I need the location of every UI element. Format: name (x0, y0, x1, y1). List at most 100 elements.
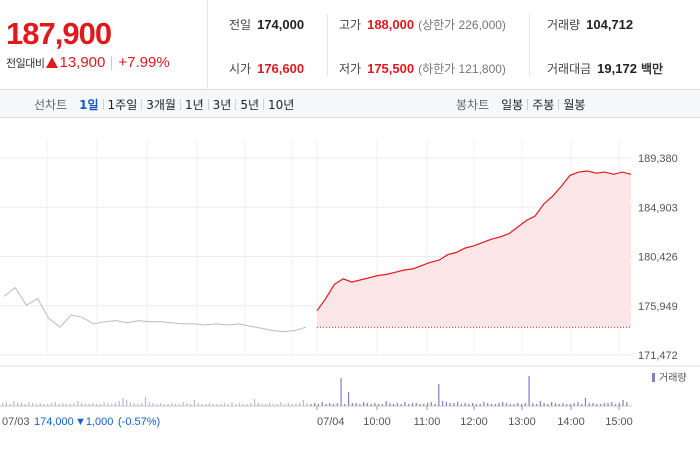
volume-bar (599, 404, 602, 406)
volume-bar (460, 404, 462, 406)
change-row: 전일대비 13,900 +7.99% (6, 54, 170, 71)
volume-bar (535, 404, 538, 406)
volume-bar (528, 376, 530, 406)
volume-bar (144, 397, 147, 406)
tab-1d[interactable]: 1일 (79, 97, 99, 112)
volume-bar (517, 403, 519, 406)
volume-bar (58, 404, 60, 406)
volume-bar (276, 404, 278, 406)
tab-daily-candle[interactable]: 일봉 (501, 97, 524, 112)
volume-bar (310, 404, 312, 406)
line-chart-title: 선차트 (34, 97, 68, 112)
volume-bar (265, 404, 267, 406)
volume-bar (453, 403, 455, 406)
volume-bar (370, 404, 372, 406)
volume-bar (419, 404, 421, 406)
volume-bar (396, 403, 399, 406)
volume-bar (487, 403, 489, 406)
volume-bar (588, 403, 590, 406)
volume-bar (257, 403, 259, 406)
divider (207, 98, 209, 110)
volume-bar (163, 404, 165, 406)
x-tick-label: 10:00 (363, 416, 391, 428)
volume-bar (284, 404, 286, 406)
y-tick-label: 171,472 (638, 350, 678, 362)
volume-bar (231, 402, 233, 406)
volume-bar (581, 404, 583, 406)
volume-bar (584, 398, 587, 406)
volume-bar (242, 404, 244, 406)
volume-bar (111, 404, 113, 406)
x-axis-labels: 07/04 10:00 11:00 12:00 13:00 14:00 15:00 (316, 406, 633, 428)
volume-bar (9, 404, 11, 406)
volume-bar (24, 404, 26, 406)
volume-bar (223, 403, 226, 406)
volume-bar (246, 404, 248, 406)
y-tick-label: 180,426 (638, 252, 678, 264)
stock-header: 187,900 전일대비 13,900 +7.99% 전일 174,000 고가… (0, 0, 700, 90)
tab-3m[interactable]: 3개월 (146, 97, 176, 112)
stat-prev-close: 전일 174,000 (229, 17, 305, 32)
volume-bar (13, 401, 15, 406)
volume-bar (344, 404, 346, 406)
volume-bar (566, 404, 568, 406)
volume-bar (65, 404, 68, 406)
volume-bar (325, 404, 327, 406)
x-tick-label: 13:00 (508, 416, 536, 428)
prev-close: 174,000 (34, 416, 74, 428)
volume-bar (148, 402, 150, 406)
change-label: 전일대비 (6, 56, 45, 70)
volume-bar (441, 401, 444, 406)
current-price: 187,900 (6, 16, 112, 51)
volume-bar (438, 384, 440, 406)
volume-bar (190, 404, 192, 406)
tab-1y[interactable]: 1년 (184, 97, 204, 112)
today-area-fill (317, 170, 631, 328)
tab-1w[interactable]: 1주일 (107, 97, 138, 112)
volume-bar (118, 401, 120, 406)
volume-bar (577, 402, 579, 406)
volume-bar (618, 403, 620, 406)
volume-bar (366, 403, 368, 406)
volume-bar (415, 403, 417, 406)
volume-bar (539, 401, 541, 406)
volume-bar (167, 404, 169, 406)
volume-bar (126, 400, 128, 406)
divider (141, 98, 143, 110)
volume-bar (99, 404, 101, 406)
volume-bar (88, 404, 90, 406)
volume-bar (107, 403, 109, 406)
stat-trade-value: 거래대금 19,172 백만 (547, 61, 664, 76)
price-summary: 187,900 전일대비 13,900 +7.99% (0, 0, 208, 90)
volume-bar (208, 403, 211, 406)
volume-bar (205, 404, 207, 406)
tab-weekly-candle[interactable]: 주봉 (532, 97, 555, 112)
stats-panel: 전일 174,000 고가 188,000 (상한가 226,000) 거래량 … (209, 0, 700, 90)
volume-bar (186, 403, 188, 406)
volume-bar (5, 402, 7, 406)
tab-monthly-candle[interactable]: 월봉 (563, 97, 586, 112)
x-tick-label: 12:00 (460, 416, 488, 428)
divider (527, 98, 529, 110)
y-axis-labels: 189,380 184,903 180,426 175,949 171,472 (638, 153, 678, 362)
tab-5y[interactable]: 5년 (240, 97, 260, 112)
volume-bar (317, 404, 320, 406)
volume-bar (385, 401, 387, 406)
chart-tab-bar: 선차트 1일 1주일 3개월 1년 3년 5년 10년 봉차트 일봉 주봉 월봉 (0, 90, 700, 118)
volume-bar (295, 404, 297, 406)
volume-bar (39, 403, 41, 406)
volume-bar (543, 403, 545, 406)
volume-bar (573, 403, 575, 406)
volume-bar (235, 404, 237, 406)
volume-bar (423, 404, 425, 406)
tab-3y[interactable]: 3년 (212, 97, 232, 112)
volume-bar (314, 403, 316, 406)
tab-10y[interactable]: 10년 (268, 97, 295, 112)
divider (529, 14, 530, 76)
divider (235, 98, 237, 110)
intraday-chart[interactable]: 189,380 184,903 180,426 175,949 171,472 07/0… (0, 118, 700, 450)
volume-bar (152, 403, 154, 406)
volume-bar (475, 404, 478, 406)
volume-bar (524, 403, 526, 406)
volume-bar (28, 402, 30, 406)
